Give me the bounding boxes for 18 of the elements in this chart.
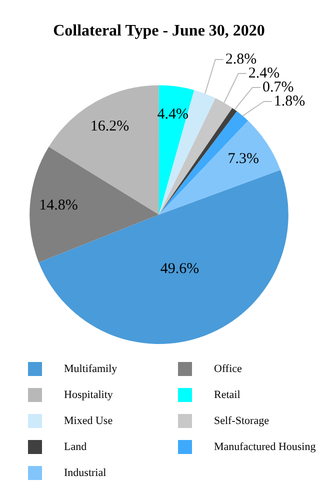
legend-label: Office [214,363,242,375]
data-label: 14.8% [39,198,78,214]
data-label: 1.8% [274,93,306,110]
data-label: 2.8% [225,51,257,68]
legend-label: Hospitality [64,389,113,401]
data-label: 7.3% [228,151,259,168]
legend-label: Self-Storage [214,415,269,427]
legend-label: Multifamily [64,363,118,375]
data-label: 16.2% [90,118,130,134]
data-label: 0.7% [262,79,294,96]
data-label: 2.4% [248,65,280,82]
legend-label: Mixed Use [64,415,113,427]
legend-label: Industrial [64,467,106,479]
chart-title: Collateral Type - June 30, 2020 [53,22,265,40]
legend-label: Manufactured Housing [214,441,316,453]
legend-label: Land [64,441,87,453]
legend-label: Retail [214,389,240,401]
data-label: 49.6% [160,260,200,277]
